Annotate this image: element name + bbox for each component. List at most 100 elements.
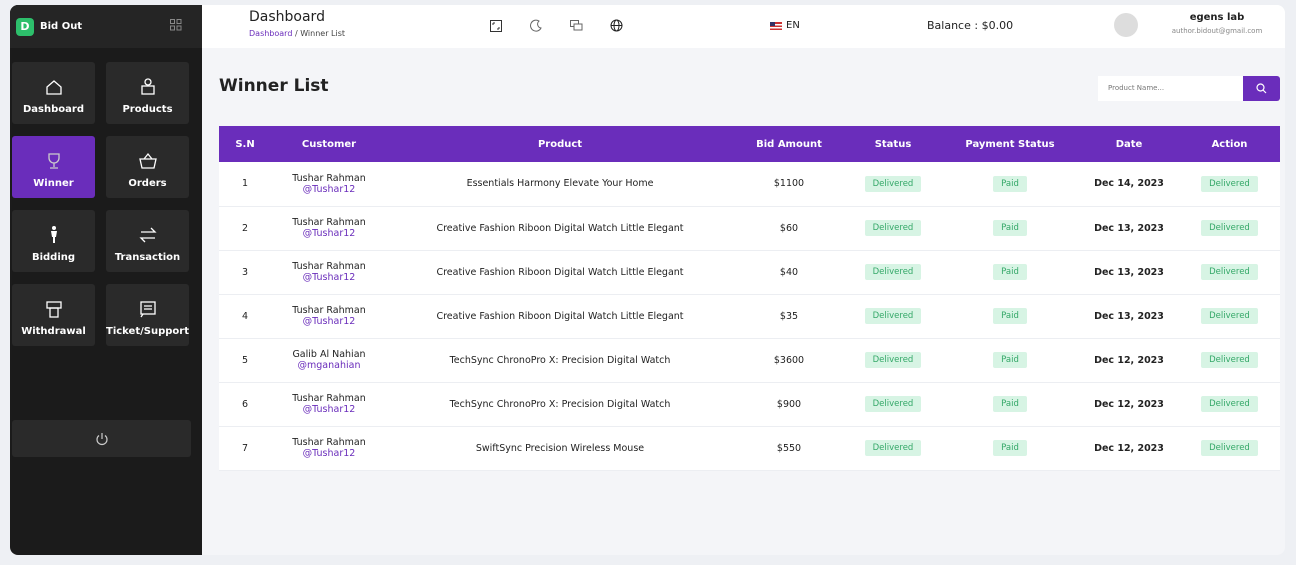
customer-cell: Tushar Rahman @Tushar12 (271, 382, 387, 427)
customer-cell: Tushar Rahman @Tushar12 (271, 426, 387, 471)
serial-number: 4 (219, 294, 271, 339)
product-name: Essentials Harmony Elevate Your Home (387, 162, 733, 207)
menu-item[interactable]: Transaction (106, 210, 189, 272)
customer-username[interactable]: @mganahian (297, 360, 361, 371)
date: Dec 12, 2023 (1079, 382, 1179, 427)
action-badge[interactable]: Delivered (1201, 440, 1258, 456)
brand-bar: D Bid Out (10, 5, 202, 48)
column-header: Customer (271, 126, 387, 162)
payment-badge: Paid (993, 352, 1027, 368)
bid-amount: $35 (733, 294, 845, 339)
customer-name: Tushar Rahman (292, 437, 366, 448)
menu-label: Winner (33, 178, 74, 189)
grid-icon[interactable] (170, 19, 182, 31)
logout-button[interactable] (12, 420, 191, 457)
date: Dec 13, 2023 (1079, 250, 1179, 295)
column-header: Product (387, 126, 733, 162)
menu-item[interactable]: Dashboard (12, 62, 95, 124)
menu-label: Orders (128, 178, 167, 189)
action-badge[interactable]: Delivered (1201, 220, 1258, 236)
menu-icon (138, 152, 157, 169)
user-email: author.bidout@gmail.com (1171, 27, 1263, 35)
customer-username[interactable]: @Tushar12 (302, 448, 356, 459)
action-cell: Delivered (1179, 206, 1280, 251)
globe-icon[interactable] (610, 19, 623, 32)
customer-cell: Tushar Rahman @Tushar12 (271, 294, 387, 339)
menu-label: Transaction (114, 252, 181, 263)
table-row: 5 Galib Al Nahian @mganahian TechSync Chron… (219, 338, 1280, 383)
table-row: 2 Tushar Rahman @Tushar12 Creative Fashion … (219, 206, 1280, 251)
brand-name: Bid Out (40, 21, 83, 32)
status-badge: Delivered (864, 352, 922, 368)
action-cell: Delivered (1179, 250, 1280, 295)
menu-item[interactable]: Winner (12, 136, 95, 198)
table-row: 7 Tushar Rahman @Tushar12 SwiftSync Precisi… (219, 426, 1280, 471)
breadcrumb-link[interactable]: Dashboard (249, 29, 293, 38)
badge-cell: Delivered (845, 162, 941, 207)
column-header: S.N (219, 126, 271, 162)
payment-badge: Paid (993, 220, 1027, 236)
action-badge[interactable]: Delivered (1201, 175, 1258, 192)
bid-amount: $1100 (733, 162, 845, 207)
serial-number: 7 (219, 426, 271, 471)
product-name: TechSync ChronoPro X: Precision Digital … (387, 338, 733, 383)
menu-item[interactable]: Orders (106, 136, 189, 198)
search-input[interactable]: Product Name... (1098, 76, 1243, 101)
badge-cell: Paid (941, 294, 1079, 339)
fullscreen-icon[interactable] (490, 20, 502, 32)
serial-number: 3 (219, 250, 271, 295)
column-header: Payment Status (941, 126, 1079, 162)
menu-label: Products (122, 104, 173, 115)
avatar[interactable] (1114, 13, 1138, 37)
bid-amount: $60 (733, 206, 845, 251)
customer-username[interactable]: @Tushar12 (302, 404, 356, 415)
breadcrumb: Dashboard / Winner List (249, 29, 346, 38)
language-selector[interactable]: EN (770, 20, 800, 31)
menu-item[interactable]: Ticket/Support (106, 284, 189, 346)
serial-number: 1 (219, 162, 271, 207)
action-cell: Delivered (1179, 162, 1280, 207)
customer-username[interactable]: @Tushar12 (302, 183, 356, 195)
app: D Bid Out Dashboard Products Winner Orders B… (10, 5, 1285, 555)
search-button[interactable] (1243, 76, 1280, 101)
menu-item[interactable]: Products (106, 62, 189, 124)
badge-cell: Paid (941, 162, 1079, 207)
badge-cell: Paid (941, 250, 1079, 295)
badge-cell: Paid (941, 382, 1079, 427)
menu-label: Ticket/Support (106, 326, 189, 337)
column-header: Bid Amount (733, 126, 845, 162)
menu-item[interactable]: Bidding (12, 210, 95, 272)
badge-cell: Delivered (845, 250, 941, 295)
customer-name: Tushar Rahman (292, 261, 366, 272)
status-badge: Delivered (864, 264, 922, 280)
menu-icon (140, 78, 155, 95)
action-cell: Delivered (1179, 426, 1280, 471)
sidebar: D Bid Out Dashboard Products Winner Orders B… (10, 5, 202, 555)
customer-username[interactable]: @Tushar12 (302, 272, 356, 283)
badge-cell: Delivered (845, 382, 941, 427)
bid-amount: $550 (733, 426, 845, 471)
table-body: 1 Tushar Rahman @Tushar12 Essentials Harmon… (219, 162, 1280, 471)
menu-label: Bidding (31, 252, 76, 263)
badge-cell: Delivered (845, 426, 941, 471)
product-name: SwiftSync Precision Wireless Mouse (387, 426, 733, 471)
action-badge[interactable]: Delivered (1201, 264, 1258, 280)
breadcrumb-current: Winner List (300, 29, 346, 38)
customer-username[interactable]: @Tushar12 (302, 228, 356, 239)
chat-icon[interactable] (570, 20, 583, 32)
action-badge[interactable]: Delivered (1201, 352, 1258, 368)
bid-amount: $3600 (733, 338, 845, 383)
product-name: Creative Fashion Riboon Digital Watch Li… (387, 250, 733, 295)
customer-name: Tushar Rahman (292, 393, 366, 404)
section-title: Winner List (219, 76, 329, 96)
menu-label: Withdrawal (21, 326, 86, 337)
action-badge[interactable]: Delivered (1201, 396, 1258, 412)
action-badge[interactable]: Delivered (1201, 308, 1258, 324)
product-name: Creative Fashion Riboon Digital Watch Li… (387, 294, 733, 339)
customer-username[interactable]: @Tushar12 (302, 316, 356, 327)
theme-icon[interactable] (530, 19, 543, 32)
menu-item[interactable]: Withdrawal (12, 284, 95, 346)
date: Dec 13, 2023 (1079, 206, 1179, 251)
